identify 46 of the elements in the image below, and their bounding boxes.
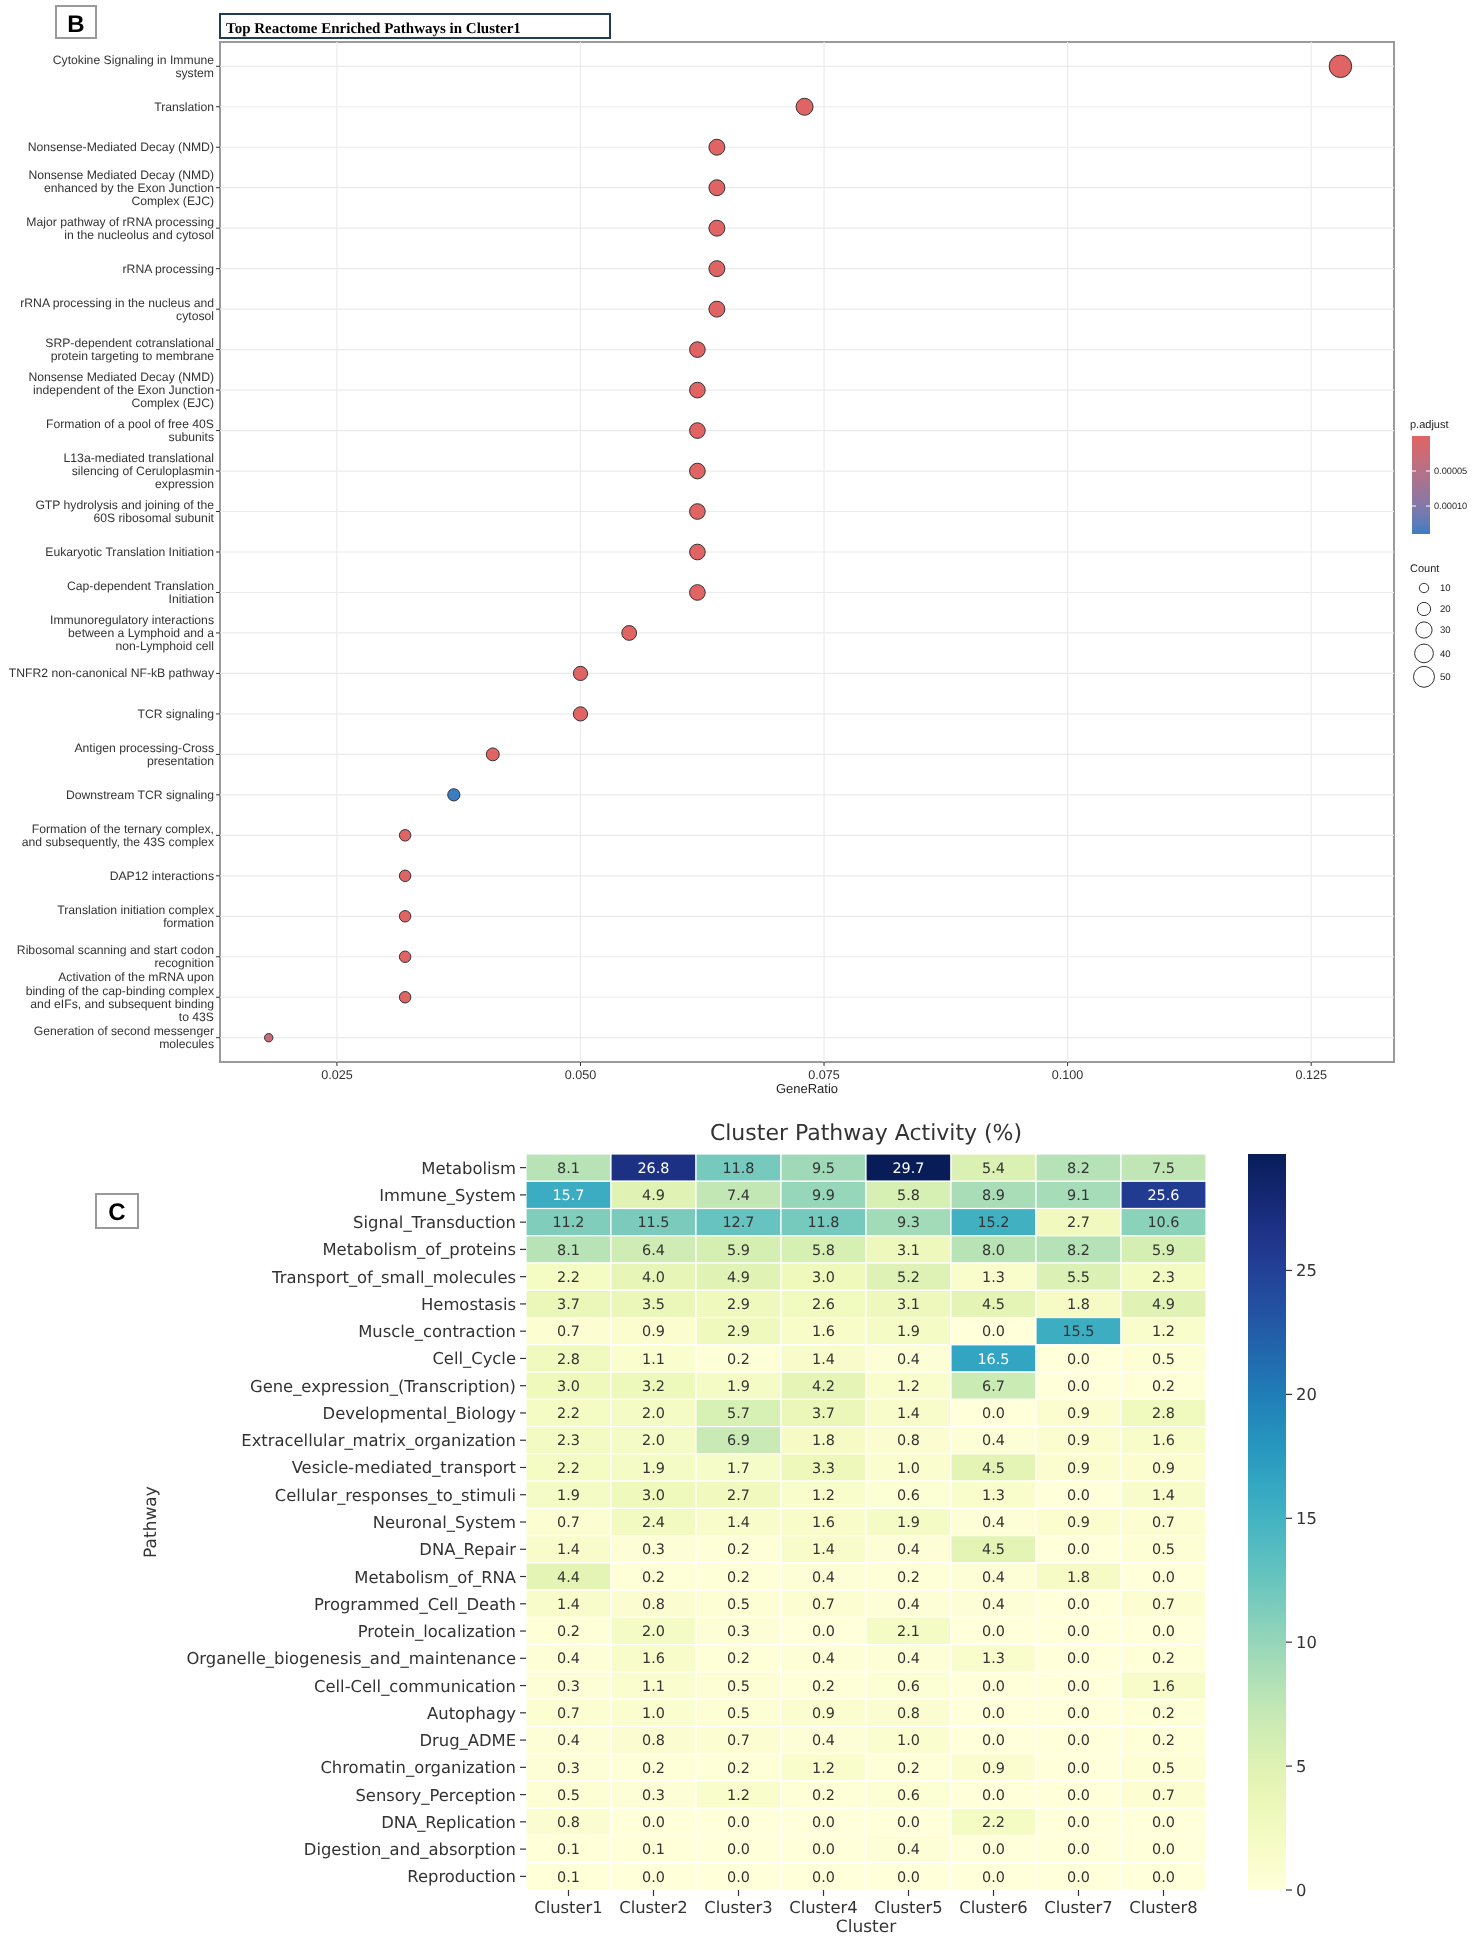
y-tick-label: Reproduction [407,1866,516,1887]
color-bar-label: 5 [1296,1756,1307,1777]
y-tick-label: Metabolism_of_RNA [354,1566,517,1587]
color-bar-label: 20 [1296,1384,1317,1405]
y-tick-label: Neuronal_System [372,1512,517,1532]
y-tick-label: Vesicle-mediated_transport [291,1457,518,1478]
y-tick-label: Protein_localization [357,1621,516,1642]
y-tick-label: Cell_Cycle [432,1348,516,1369]
x-tick-label: Cluster1 [534,1897,603,1917]
y-tick-label: DNA_Replication [381,1811,516,1832]
x-tick-label: Cluster4 [789,1897,858,1917]
y-tick-label: Developmental_Biology [322,1402,517,1423]
y-tick-label: Extracellular_matrix_organization [241,1430,516,1451]
y-tick-label: Metabolism_of_proteins [322,1239,516,1260]
y-tick-label: Transport_of_small_molecules [270,1266,516,1287]
x-tick-label: Cluster5 [874,1897,943,1917]
color-bar-label: 0 [1296,1880,1307,1900]
y-tick-label: Gene_expression_(Transcription) [249,1375,516,1396]
y-tick-label: Drug_ADME [419,1730,516,1751]
x-tick-label: Cluster2 [619,1897,688,1917]
y-axis-title: Pathway [142,1486,162,1558]
chart-title: Cluster Pathway Activity (%) [709,1120,1023,1146]
y-tick-label: Signal_Transduction [353,1212,516,1233]
y-tick-label: DNA_Repair [419,1539,518,1560]
y-tick-label: Hemostasis [421,1293,516,1314]
y-tick-label: Chromatin_organization [320,1757,516,1778]
x-tick-label: Cluster7 [1044,1897,1113,1917]
text: C [108,1198,127,1226]
y-tick-label: Autophagy [427,1702,517,1723]
x-tick-label: Cluster3 [704,1897,773,1917]
color-bar-label: 25 [1296,1260,1317,1281]
y-tick-label: Organelle_biogenesis_and_maintenance [186,1648,516,1669]
color-bar-label: 15 [1296,1508,1317,1529]
y-tick-label: Digestion_and_absorption [303,1839,516,1860]
y-tick-label: Cell-Cell_communication [314,1675,516,1696]
x-axis-title: Cluster [835,1918,898,1938]
text: B [67,10,86,38]
y-tick-label: Cellular_responses_to_stimuli [274,1484,516,1505]
x-tick-label: Cluster6 [959,1897,1028,1917]
y-tick-label: Programmed_Cell_Death [313,1593,516,1614]
color-bar-label: 10 [1296,1632,1317,1653]
y-tick-label: Metabolism [421,1157,517,1178]
y-tick-label: Sensory_Perception [355,1784,516,1805]
y-tick-label: Muscle_contraction [358,1321,516,1342]
x-tick-label: Cluster8 [1129,1897,1198,1917]
y-tick-label: Immune_System [379,1184,517,1205]
